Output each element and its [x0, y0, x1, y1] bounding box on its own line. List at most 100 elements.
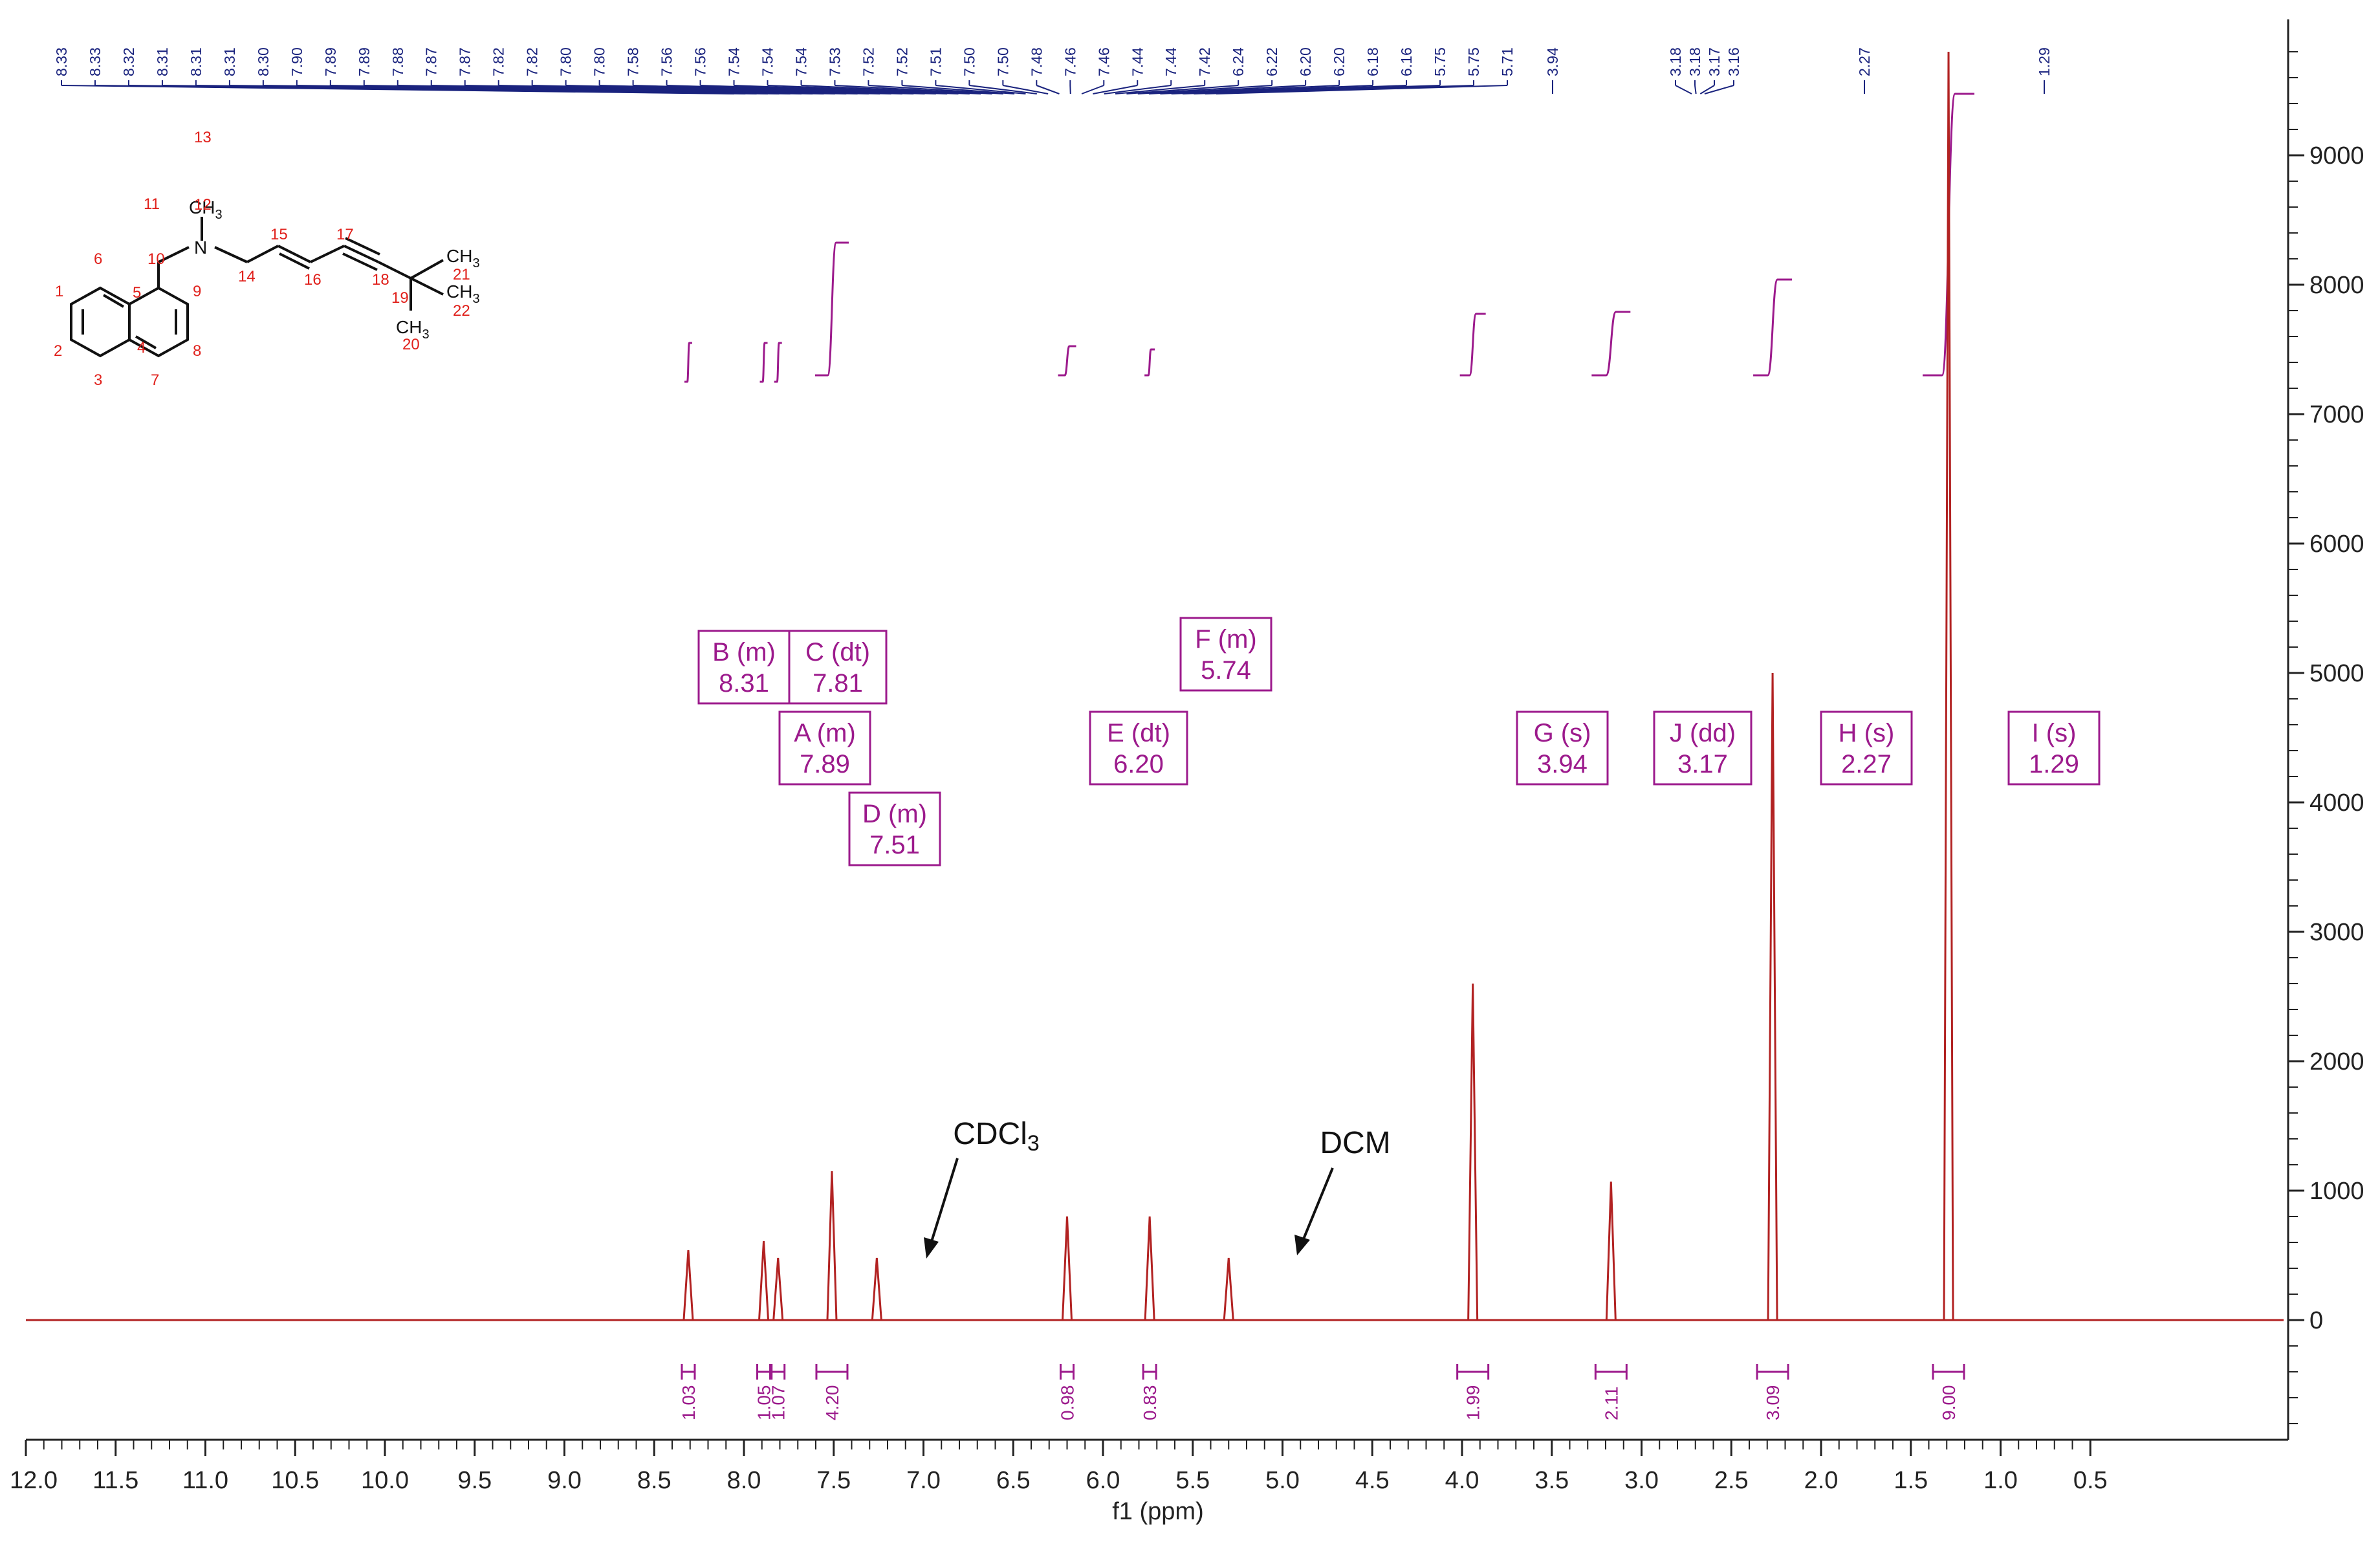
peak-label-connector [1216, 85, 1508, 94]
peak-shift-label: 7.52 [860, 47, 877, 76]
integral-value: 1.99 [1463, 1385, 1483, 1421]
multiplet-shift: 6.20 [1113, 750, 1164, 778]
peak-shift-label: 7.80 [558, 47, 574, 76]
multiplet-box [778, 710, 871, 786]
peak-shift-label: 6.16 [1398, 47, 1415, 76]
integral-value: 4.20 [822, 1385, 842, 1421]
peak-label-connector [1036, 85, 1060, 94]
peak-label-connector [1115, 85, 1205, 94]
integral-curve [1591, 311, 1631, 377]
integral-curves [684, 93, 1975, 383]
bond-18-19 [378, 261, 411, 280]
atom-ch3-22: CH3 [446, 281, 480, 306]
multiplet-shift: 7.89 [800, 750, 850, 778]
peak-shift-label: 3.18 [1667, 47, 1684, 76]
annotations: CDCl3 DCM [924, 1117, 1391, 1259]
molecule-structure: CH3 N CH3 CH3 CH3 1 2 3 4 5 6 7 8 9 10 1… [54, 129, 480, 389]
multiplet-shift: 3.17 [1677, 750, 1728, 778]
bond-17-18-second [345, 237, 380, 256]
multiplet-box [1653, 710, 1752, 786]
peak-shift-label: 5.75 [1432, 47, 1448, 76]
x-tick-label: 5.5 [1175, 1467, 1210, 1494]
x-tick-label: 9.0 [547, 1467, 582, 1494]
y-tick-label: 6000 [2309, 531, 2364, 558]
cdcl3-arrow-line [929, 1158, 959, 1246]
spectrum-peak [1062, 1216, 1073, 1321]
peak-shift-label: 7.54 [726, 47, 743, 76]
peak-shift-label: 7.46 [1062, 47, 1078, 76]
x-tick-label: 9.5 [457, 1467, 492, 1494]
multiplet-id: G (s) [1534, 719, 1591, 747]
peak-shift-label: 8.30 [255, 47, 272, 76]
peak-shift-label: 7.56 [692, 47, 709, 76]
axes: 12.0 11.5 11.0 10.5 10.0 9.5 9.0 8.5 8.0 7.5 7.0 6.… [10, 19, 2364, 1525]
multiplet-shift: 1.29 [2029, 750, 2079, 778]
peak-shift-label: 7.46 [1095, 47, 1112, 76]
atom-num-2: 2 [54, 342, 62, 360]
peak-shift-label: 7.90 [289, 47, 305, 76]
x-tick-label: 10.5 [271, 1467, 319, 1494]
integral-value: 3.09 [1763, 1385, 1783, 1421]
atom-n: N [194, 237, 207, 258]
y-tick-label: 0 [2309, 1307, 2323, 1334]
peak-shift-label: 3.16 [1725, 47, 1742, 76]
double-bond-3-4 [135, 335, 157, 349]
peak-shift-label: 7.89 [322, 47, 339, 76]
peak-label-connector [902, 85, 1015, 94]
x-tick-label: 2.0 [1804, 1467, 1839, 1494]
peak-shift-label: 7.48 [1028, 47, 1045, 76]
multiplet-id: I (s) [2032, 719, 2077, 747]
peak-shift-label: 7.44 [1163, 47, 1179, 76]
peak-shift-label: 7.42 [1196, 47, 1213, 76]
peak-label-connector [1704, 85, 1734, 94]
peak-shift-label: 7.58 [625, 47, 642, 76]
atom-num-8: 8 [193, 342, 201, 360]
peak-shift-label: 8.33 [87, 47, 104, 76]
atom-num-14: 14 [238, 268, 256, 285]
integral-value: 2.11 [1601, 1387, 1621, 1420]
integral-value: 9.00 [1939, 1385, 1959, 1421]
peak-shift-label: 7.44 [1129, 47, 1146, 76]
spectrum-peak [1144, 1216, 1155, 1321]
atom-num-21: 21 [453, 266, 470, 283]
peak-shift-label: 7.51 [927, 47, 944, 76]
peak-label-connector [801, 85, 981, 94]
spectrum-peak [1223, 1257, 1234, 1321]
atom-num-12: 12 [194, 196, 212, 214]
x-ticks: 12.0 11.5 11.0 10.5 10.0 9.5 9.0 8.5 8.0 7.5 7.0 6.… [10, 1440, 2108, 1494]
peak-shift-label: 7.87 [457, 47, 474, 76]
spectrum [26, 51, 2284, 1321]
x-tick-label: 12.0 [10, 1467, 58, 1494]
cdcl3-arrowhead [924, 1237, 939, 1259]
peak-shift-label: 8.32 [120, 47, 137, 76]
spectrum-peak [758, 1240, 770, 1321]
integral-curve [1144, 348, 1155, 377]
x-tick-label: 2.5 [1714, 1467, 1749, 1494]
integral-curve [759, 342, 768, 383]
peak-shift-label: 7.54 [759, 47, 776, 76]
integral-curve [1459, 313, 1486, 377]
multiplet-id: F (m) [1195, 625, 1257, 654]
peak-label-connector [1093, 85, 1138, 94]
peak-shift-label: 7.80 [591, 47, 608, 76]
peak-shift-label: 7.53 [826, 47, 843, 76]
integral-curve [814, 241, 849, 377]
atom-ch3-21: CH3 [446, 246, 480, 270]
multiplet-shift: 7.51 [869, 831, 920, 859]
spectrum-peak [1767, 672, 1778, 1321]
peak-label-connector [1148, 85, 1306, 94]
x-tick-label: 8.5 [637, 1467, 671, 1494]
cdcl3-label: CDCl3 [953, 1117, 1040, 1156]
peak-label-connector [1126, 85, 1239, 94]
bond-17-18 [344, 245, 379, 263]
multiplet-id: B (m) [712, 638, 776, 666]
atom-num-3: 3 [94, 371, 102, 389]
integral-labels: 1.03 1.051.07 4.20 0.98 0.83 1.99 2.11 3.09 9.00 [679, 1364, 1965, 1421]
peak-shift-label: 7.50 [994, 47, 1011, 76]
atom-ch3-13: CH3 [189, 197, 223, 222]
peak-shift-label: 8.31 [188, 47, 204, 76]
integral-value: 1.07 [769, 1385, 789, 1421]
x-tick-label: 10.0 [361, 1467, 409, 1494]
peak-label-connector [868, 85, 1003, 94]
integral-curve [1753, 278, 1793, 377]
